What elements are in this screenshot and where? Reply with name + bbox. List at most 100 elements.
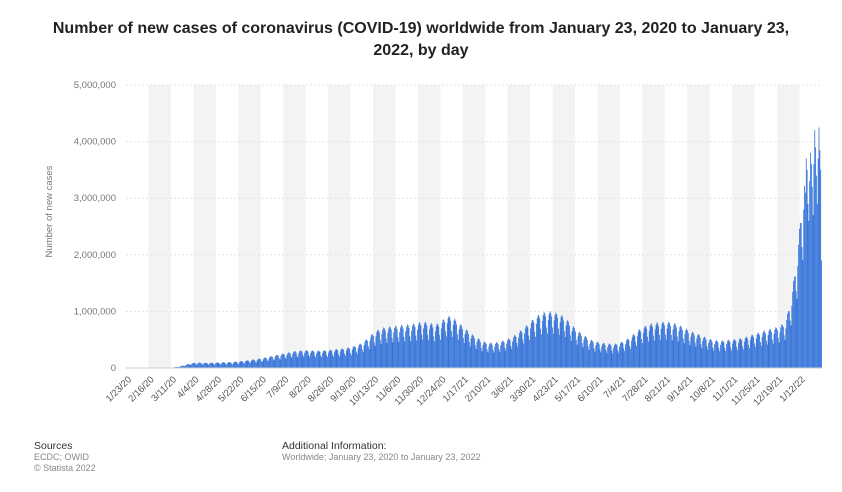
data-bar [768, 331, 770, 368]
data-bar [507, 340, 508, 368]
data-bar [666, 328, 668, 368]
data-bar [807, 203, 809, 368]
data-bar [530, 322, 532, 368]
data-bar [361, 349, 363, 368]
data-bar [676, 336, 678, 368]
data-bar [204, 362, 206, 368]
data-bar [341, 348, 343, 368]
data-bar [240, 361, 242, 368]
data-bar [291, 357, 293, 368]
data-bar [393, 332, 395, 368]
data-bar [399, 331, 401, 368]
data-bar [810, 152, 811, 368]
data-bar [381, 334, 383, 368]
data-bar [698, 335, 700, 368]
data-bar [198, 362, 199, 368]
data-bar [228, 362, 230, 368]
data-bar [709, 338, 711, 368]
data-bar [343, 349, 345, 368]
data-bar [629, 345, 631, 368]
data-bar [428, 340, 429, 368]
data-bar [342, 348, 344, 368]
data-bar [411, 330, 412, 368]
data-bar [506, 343, 508, 368]
data-bar [316, 351, 318, 368]
data-bar [570, 340, 572, 368]
data-bar [729, 341, 731, 368]
data-bar [383, 327, 384, 368]
data-bar [211, 362, 213, 368]
data-bar [810, 164, 812, 368]
y-axis-label: Number of new cases [44, 165, 55, 257]
data-bar [558, 328, 559, 368]
data-bar [511, 349, 513, 368]
data-bar [417, 324, 419, 368]
data-bar [440, 328, 442, 368]
data-bar [242, 361, 244, 368]
data-bar [646, 328, 648, 368]
data-bar [662, 321, 664, 368]
data-bar [771, 331, 772, 368]
data-bar [541, 321, 543, 368]
data-bar [643, 328, 645, 368]
data-bar [433, 336, 435, 368]
y-tick-label: 2,000,000 [74, 250, 116, 261]
data-bar [278, 358, 280, 368]
data-bar [245, 360, 247, 368]
data-bar [485, 344, 487, 368]
data-bar [492, 349, 494, 368]
x-tick-label: 1/12/22 [777, 374, 807, 404]
data-bar [767, 335, 769, 368]
data-bar [230, 362, 232, 368]
data-bar [606, 352, 608, 368]
data-bar [452, 324, 454, 368]
data-bar [526, 325, 528, 368]
data-bar [670, 325, 671, 368]
data-bar [434, 331, 436, 368]
data-bar [348, 347, 350, 368]
data-bar [185, 365, 187, 368]
data-bar [359, 343, 361, 368]
data-bar [779, 332, 781, 368]
data-bar [391, 337, 393, 368]
data-bar [527, 327, 529, 368]
data-bar [229, 362, 231, 368]
data-bar [310, 353, 311, 368]
additional-info-text: Worldwide; January 23, 2020 to January 2… [282, 452, 481, 462]
data-bar [421, 334, 423, 368]
data-bar [349, 348, 351, 368]
data-bar [765, 340, 767, 368]
data-bar [777, 338, 779, 368]
data-bar [648, 341, 649, 368]
data-bar [365, 339, 367, 368]
additional-info-title: Additional Information: [282, 440, 387, 452]
data-bar [706, 346, 708, 368]
data-bar [549, 311, 551, 368]
data-bar [741, 340, 743, 368]
data-bar [479, 341, 481, 368]
data-bar [788, 311, 790, 368]
data-bar [633, 334, 635, 368]
data-bar [504, 347, 506, 368]
data-bar [516, 342, 518, 368]
data-bar [214, 364, 216, 368]
data-bar [251, 359, 253, 368]
data-bar [761, 336, 763, 368]
data-bar [670, 335, 672, 368]
data-bar [255, 362, 257, 368]
data-bar [561, 315, 563, 368]
data-bar [200, 363, 202, 368]
data-bar [455, 320, 457, 368]
sources-title: Sources [34, 440, 73, 452]
data-bar [293, 352, 295, 368]
data-bar [195, 364, 197, 368]
data-bar [495, 343, 497, 368]
data-bar [628, 340, 630, 368]
data-bar [688, 340, 690, 368]
data-bar [190, 365, 192, 368]
data-bar [529, 339, 530, 368]
data-bar [333, 356, 334, 368]
data-bar [664, 334, 666, 368]
data-bar [394, 327, 396, 368]
data-bar [316, 353, 317, 368]
